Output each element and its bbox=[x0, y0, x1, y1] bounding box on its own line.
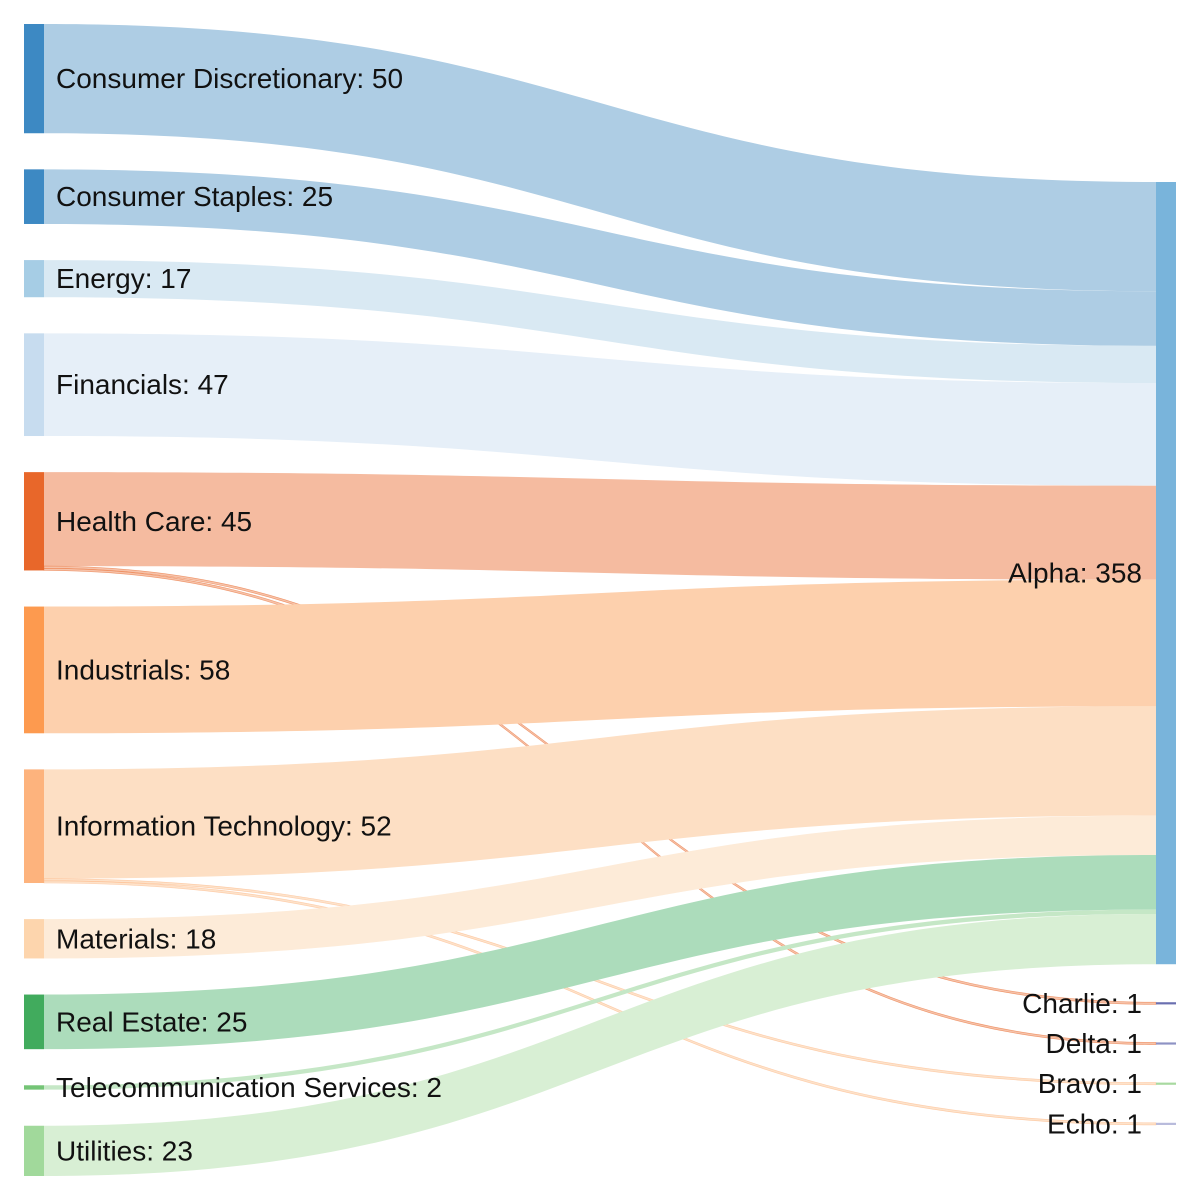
label-alpha: Alpha: 358 bbox=[1008, 558, 1142, 589]
node-alpha[interactable] bbox=[1156, 182, 1176, 965]
node-consumer-discretionary[interactable] bbox=[24, 24, 44, 134]
label-materials: Materials: 18 bbox=[56, 923, 216, 954]
label-echo: Echo: 1 bbox=[1047, 1108, 1142, 1139]
link-materials-to-alpha[interactable] bbox=[44, 815, 1156, 959]
label-delta: Delta: 1 bbox=[1046, 1028, 1143, 1059]
label-health-care: Health Care: 45 bbox=[56, 506, 252, 537]
label-charlie: Charlie: 1 bbox=[1022, 988, 1142, 1019]
label-financials: Financials: 47 bbox=[56, 369, 229, 400]
node-financials[interactable] bbox=[24, 333, 44, 437]
link-information-technology-to-alpha[interactable] bbox=[44, 706, 1156, 879]
sankey-labels: Consumer Discretionary: 50 Consumer Stapl… bbox=[56, 63, 1142, 1166]
link-industrials-to-alpha[interactable] bbox=[44, 579, 1156, 734]
node-charlie[interactable] bbox=[1156, 1002, 1176, 1005]
node-industrials[interactable] bbox=[24, 606, 44, 734]
node-bravo[interactable] bbox=[1156, 1082, 1176, 1085]
link-consumer-discretionary-to-alpha[interactable] bbox=[44, 24, 1156, 292]
link-consumer-staples-to-alpha[interactable] bbox=[44, 169, 1156, 346]
link-financials-to-alpha[interactable] bbox=[44, 333, 1156, 486]
label-information-technology: Information Technology: 52 bbox=[56, 811, 392, 842]
node-telecommunication-services[interactable] bbox=[24, 1085, 44, 1090]
link-utilities-to-alpha[interactable] bbox=[44, 913, 1156, 1176]
sankey-links bbox=[43, 24, 1157, 1176]
link-telecommunication-services-to-alpha[interactable] bbox=[44, 909, 1156, 1090]
node-information-technology[interactable] bbox=[24, 769, 44, 884]
sankey-nodes bbox=[24, 24, 1176, 1176]
node-utilities[interactable] bbox=[24, 1125, 44, 1176]
label-energy: Energy: 17 bbox=[56, 263, 191, 294]
label-consumer-staples: Consumer Staples: 25 bbox=[56, 181, 333, 212]
node-consumer-staples[interactable] bbox=[24, 169, 44, 224]
label-utilities: Utilities: 23 bbox=[56, 1135, 193, 1166]
node-echo[interactable] bbox=[1156, 1122, 1176, 1125]
label-telecommunication-services: Telecommunication Services: 2 bbox=[56, 1072, 442, 1103]
label-consumer-discretionary: Consumer Discretionary: 50 bbox=[56, 63, 403, 94]
node-real-estate[interactable] bbox=[24, 994, 44, 1050]
node-health-care[interactable] bbox=[24, 472, 44, 571]
label-bravo: Bravo: 1 bbox=[1038, 1068, 1142, 1099]
link-health-care-to-alpha[interactable] bbox=[44, 472, 1156, 580]
link-real-estate-to-alpha[interactable] bbox=[44, 854, 1156, 1050]
node-materials[interactable] bbox=[24, 919, 44, 959]
label-real-estate: Real Estate: 25 bbox=[56, 1006, 247, 1037]
label-industrials: Industrials: 58 bbox=[56, 654, 230, 685]
node-delta[interactable] bbox=[1156, 1042, 1176, 1045]
link-energy-to-alpha[interactable] bbox=[44, 260, 1156, 384]
node-energy[interactable] bbox=[24, 260, 44, 298]
